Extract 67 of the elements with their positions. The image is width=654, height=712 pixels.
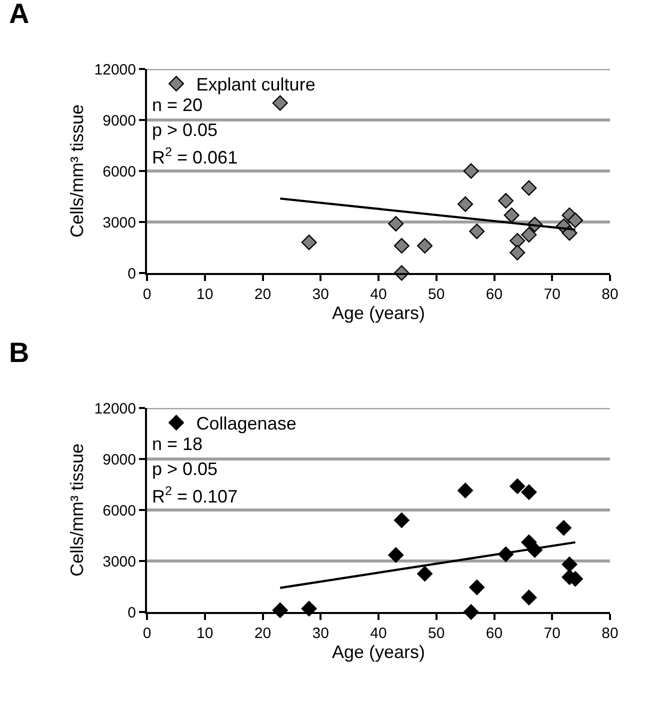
point	[521, 227, 537, 242]
x-tick-label: 0	[142, 286, 152, 303]
point	[458, 482, 474, 498]
point	[417, 566, 433, 582]
x-tick-label: 30	[312, 286, 329, 303]
annotation: n = 20	[152, 95, 203, 115]
y-tick-label: 3000	[102, 214, 136, 232]
point	[568, 212, 584, 228]
annotation: n = 18	[152, 434, 203, 454]
point	[521, 180, 537, 196]
annotation: p > 0.05	[152, 459, 218, 479]
point	[510, 232, 526, 248]
point	[469, 580, 485, 596]
point	[417, 238, 433, 254]
point	[521, 484, 537, 500]
x-tick-label: 40	[370, 625, 387, 642]
point	[510, 244, 526, 260]
y-tick-label: 9000	[102, 451, 136, 468]
y-tick-label: 12000	[94, 61, 136, 78]
point	[301, 234, 317, 250]
y-tick-label: 12000	[94, 400, 136, 418]
y-tick-label: 6000	[102, 163, 136, 180]
annotation: p > 0.05	[152, 120, 218, 140]
point	[272, 95, 288, 111]
x-tick-label: 40	[370, 286, 387, 303]
chart-title: A	[9, 0, 30, 29]
point	[562, 556, 578, 572]
x-tick-label: 20	[254, 286, 272, 303]
x-tick-label: 80	[602, 286, 618, 303]
x-tick-label: 10	[196, 625, 214, 642]
x-tick-label: 70	[544, 625, 560, 642]
chart-title: B	[9, 337, 30, 368]
y-tick-label: 0	[128, 604, 136, 622]
x-tick-label: 10	[196, 286, 214, 303]
x-axis-title: Age (years)	[332, 642, 426, 662]
x-tick-label: 20	[254, 625, 272, 642]
x-tick-label: 50	[428, 625, 445, 642]
y-axis-title: Cells/mm³ tissue	[66, 104, 87, 238]
y-tick-label: 6000	[102, 502, 136, 520]
point	[556, 520, 572, 536]
point	[521, 590, 537, 606]
x-tick-label: 80	[602, 625, 618, 642]
point	[388, 547, 404, 563]
y-axis-title: Cells/mm³ tissue	[66, 443, 87, 577]
x-tick-label: 70	[544, 286, 560, 303]
x-tick-label: 60	[486, 286, 503, 303]
annotation: R$^{2}$ = 0.061	[152, 145, 238, 168]
y-tick-label: 3000	[102, 553, 136, 570]
legend-label: Explant culture	[196, 74, 316, 95]
point	[394, 238, 410, 254]
legend-label: Collagenase	[196, 414, 296, 434]
y-tick-label: 0	[128, 265, 136, 282]
point	[504, 207, 520, 223]
point	[469, 224, 485, 240]
x-tick-label: 60	[486, 625, 503, 642]
point	[510, 478, 526, 494]
point	[463, 163, 479, 179]
point	[458, 196, 474, 212]
point	[394, 512, 410, 528]
y-tick-label: 9000	[102, 112, 136, 130]
point	[388, 216, 404, 232]
x-tick-label: 30	[312, 625, 329, 642]
x-tick-label: 0	[142, 625, 152, 642]
x-axis-title: Age (years)	[332, 303, 426, 323]
x-tick-label: 50	[428, 286, 445, 303]
annotation: R$^{2}$ = 0.107	[152, 484, 238, 507]
point	[498, 193, 514, 208]
